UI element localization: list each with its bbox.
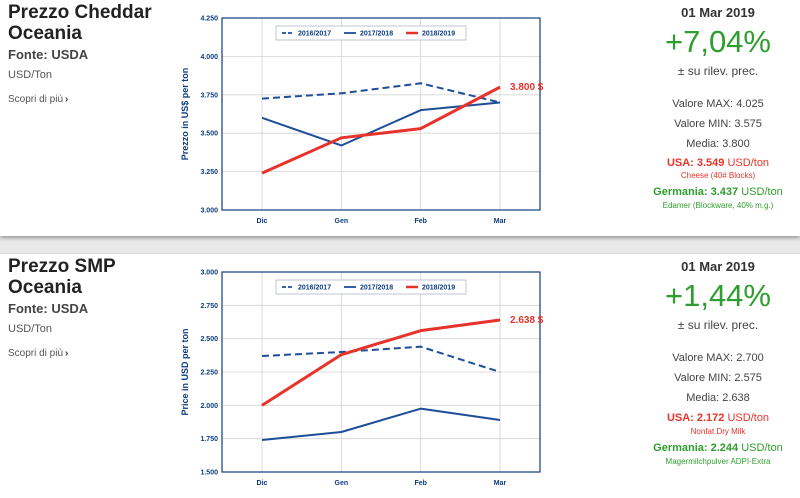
- series-line-2018-2019: [261, 318, 501, 407]
- legend-box: [275, 279, 467, 295]
- usa-product: Nonfat Dry Milk: [690, 427, 746, 436]
- y-tick-label: 2.250: [200, 370, 218, 377]
- usa-price-unit: USD/ton: [724, 412, 770, 424]
- legend-box: [275, 25, 467, 41]
- stats-panel: 01 Mar 2019 +1,44% ± su rilev. prec. Val…: [640, 254, 796, 498]
- stats-date: 01 Mar 2019: [681, 5, 755, 20]
- legend-label: 2016/2017: [298, 31, 331, 38]
- y-tick-label: 4.250: [200, 16, 218, 23]
- series-line-2018-2019: [261, 85, 501, 175]
- usa-price-unit: USD/ton: [724, 157, 770, 169]
- last-value-label: 2.638 $: [510, 315, 544, 326]
- smp-price-chart: 1.500 1.750 2.000 2.250 2.500 2.750 3.000 Dic Ge…: [180, 270, 544, 488]
- mean-value: Media: 2.638: [686, 392, 750, 404]
- legend-label: 2017/2018: [360, 285, 393, 292]
- y-axis-label: Prezzo in US$ per ton: [180, 68, 190, 161]
- smp-price-card: Prezzo SMP Oceania Fonte: USDA USD/Ton S…: [0, 254, 800, 498]
- germany-price-value: Germania: 3.437: [653, 186, 739, 198]
- max-value: Valore MAX: 4.025: [672, 98, 764, 110]
- source-label: Fonte: USDA: [8, 301, 89, 316]
- series-line-2017-2018: [261, 101, 501, 147]
- y-tick-label: 4.000: [200, 54, 218, 61]
- change-percent: +7,04%: [664, 24, 771, 59]
- usa-price: USA: 2.172 USD/ton: [640, 412, 796, 424]
- y-tick-label: 2.750: [200, 303, 218, 310]
- x-tick-label: Mar: [494, 218, 507, 225]
- plot-frame: [221, 17, 541, 211]
- y-tick-label: 2.000: [200, 403, 218, 410]
- usa-price-value: USA: 2.172: [666, 412, 725, 424]
- last-value-label: 3.800 $: [510, 82, 544, 93]
- plot-frame: [221, 271, 541, 473]
- x-tick-label: Feb: [414, 218, 426, 225]
- discover-more-label: Scopri di più: [8, 94, 64, 105]
- stats-panel: 01 Mar 2019 +7,04% ± su rilev. prec. Val…: [640, 0, 796, 236]
- min-value: Valore MIN: 3.575: [674, 118, 762, 130]
- x-tick-label: Dic: [257, 218, 268, 225]
- unit-label: USD/Ton: [8, 69, 53, 81]
- y-tick-label: 3.750: [200, 92, 218, 99]
- x-tick-label: Gen: [335, 480, 349, 487]
- y-tick-label: 1.750: [200, 436, 218, 443]
- y-axis-label: Price in USD per ton: [180, 328, 190, 415]
- stats-date: 01 Mar 2019: [681, 259, 755, 274]
- series-line-2017-2018: [261, 407, 501, 441]
- germany-price: Germania: 2.244 USD/ton: [640, 442, 796, 454]
- legend-label: 2017/2018: [360, 31, 393, 38]
- germany-product: Edamer (Blockware, 40% m.g.): [662, 201, 774, 210]
- unit-label: USD/Ton: [8, 323, 53, 335]
- y-tick-label: 3.500: [200, 131, 218, 138]
- germany-price-unit: USD/ton: [738, 186, 783, 198]
- series-line-2016-2017: [261, 345, 501, 373]
- discover-more-link[interactable]: Scopri di più ›: [8, 94, 68, 105]
- mean-value: Media: 3.800: [686, 138, 750, 150]
- legend-label: 2016/2017: [298, 285, 331, 292]
- change-percent: +1,44%: [664, 278, 771, 313]
- x-tick-label: Mar: [494, 480, 507, 487]
- discover-more-label: Scopri di più: [8, 348, 64, 359]
- discover-more-link[interactable]: Scopri di più ›: [8, 348, 68, 359]
- chevron-right-icon: ›: [65, 94, 69, 105]
- x-tick-label: Dic: [257, 480, 268, 487]
- cheddar-price-chart: 3.000 3.250 3.500 3.750 4.000 4.250 Dic Gen Feb M…: [180, 16, 544, 226]
- series-line-2016-2017: [261, 82, 501, 104]
- x-tick-label: Gen: [335, 218, 349, 225]
- germany-price-value: Germania: 2.244: [653, 442, 739, 454]
- card-title: Prezzo SMP Oceania: [8, 256, 116, 298]
- y-tick-label: 3.000: [200, 208, 218, 215]
- chevron-right-icon: ›: [65, 348, 69, 359]
- max-value: Valore MAX: 2.700: [672, 352, 764, 364]
- y-tick-label: 2.500: [200, 336, 218, 343]
- card-title: Prezzo Cheddar Oceania: [8, 2, 152, 44]
- y-tick-label: 3.250: [200, 169, 218, 176]
- y-tick-label: 3.000: [200, 270, 218, 277]
- germany-product: Magermilchpulver ADPI-Extra: [665, 457, 771, 466]
- usa-price-value: USA: 3.549: [666, 157, 725, 169]
- legend-label: 2018/2019: [422, 285, 455, 292]
- x-tick-label: Feb: [414, 480, 426, 487]
- legend-label: 2018/2019: [422, 31, 455, 38]
- min-value: Valore MIN: 2.575: [674, 372, 762, 384]
- germany-price: Germania: 3.437 USD/ton: [640, 186, 796, 198]
- cheddar-price-card: Prezzo Cheddar Oceania Fonte: USDA USD/T…: [0, 0, 800, 236]
- usa-price: USA: 3.549 USD/ton: [640, 157, 796, 169]
- germany-price-unit: USD/ton: [738, 442, 783, 454]
- change-label: ± su rilev. prec.: [677, 64, 759, 78]
- change-label: ± su rilev. prec.: [677, 318, 759, 332]
- y-tick-label: 1.500: [200, 470, 218, 477]
- usa-product: Cheese (40# Blocks): [680, 171, 756, 180]
- source-label: Fonte: USDA: [8, 47, 89, 62]
